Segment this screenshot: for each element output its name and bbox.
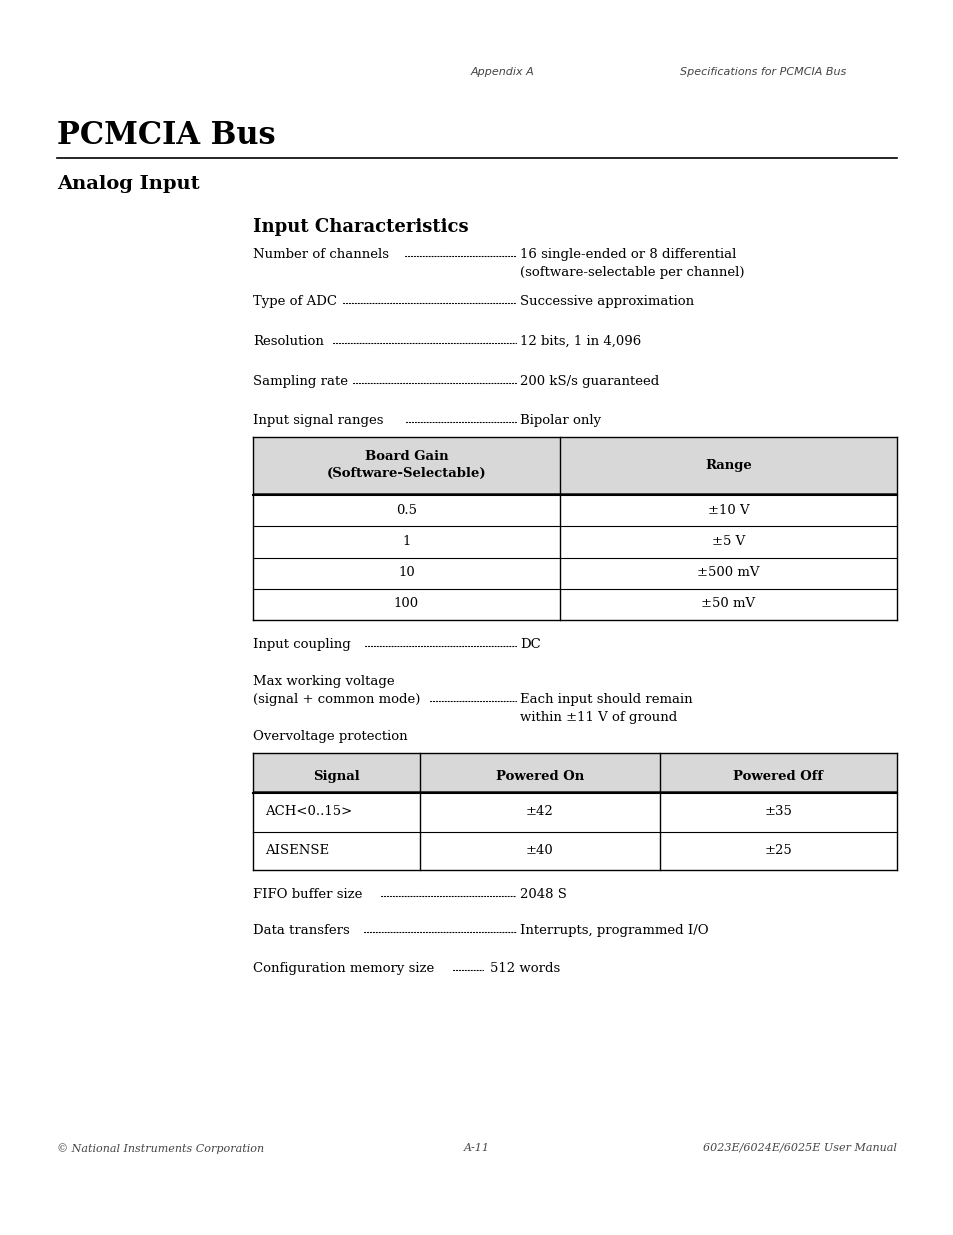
Text: ±35: ±35 [763, 805, 792, 819]
Text: Input signal ranges: Input signal ranges [253, 414, 392, 427]
Text: Specifications for PCMCIA Bus: Specifications for PCMCIA Bus [679, 67, 845, 77]
Text: Successive approximation: Successive approximation [519, 295, 694, 308]
Text: DC: DC [519, 638, 540, 651]
Text: ACH<0..15>: ACH<0..15> [265, 805, 352, 819]
Text: 10: 10 [397, 566, 415, 579]
Text: Number of channels: Number of channels [253, 248, 389, 261]
Text: Analog Input: Analog Input [57, 175, 199, 193]
Text: © National Instruments Corporation: © National Instruments Corporation [57, 1144, 264, 1153]
Text: Type of ADC: Type of ADC [253, 295, 336, 308]
Text: ±40: ±40 [525, 844, 554, 857]
Text: ±5 V: ±5 V [711, 535, 744, 548]
Text: A-11: A-11 [463, 1144, 490, 1153]
Text: Resolution: Resolution [253, 335, 323, 348]
Bar [253, 753, 896, 793]
Text: Input Characteristics: Input Characteristics [253, 219, 468, 236]
Text: FIFO buffer size: FIFO buffer size [253, 888, 362, 902]
Text: AISENSE: AISENSE [265, 844, 329, 857]
Text: 6023E/6024E/6025E User Manual: 6023E/6024E/6025E User Manual [702, 1144, 896, 1153]
Text: (software-selectable per channel): (software-selectable per channel) [519, 266, 743, 279]
Text: 0.5: 0.5 [395, 504, 416, 516]
Text: ±42: ±42 [525, 805, 554, 819]
Text: Signal: Signal [313, 769, 359, 783]
Text: 16 single-ended or 8 differential: 16 single-ended or 8 differential [519, 248, 736, 261]
Text: Configuration memory size: Configuration memory size [253, 962, 434, 974]
Text: Board Gain: Board Gain [364, 450, 448, 463]
Text: Bipolar only: Bipolar only [519, 414, 600, 427]
Text: PCMCIA Bus: PCMCIA Bus [57, 120, 275, 151]
Text: (Software-Selectable): (Software-Selectable) [326, 467, 486, 480]
Text: 512 words: 512 words [490, 962, 559, 974]
Text: Powered On: Powered On [496, 769, 583, 783]
Text: Max working voltage: Max working voltage [253, 676, 395, 688]
Text: Data transfers: Data transfers [253, 924, 350, 937]
Text: Sampling rate: Sampling rate [253, 375, 356, 388]
Text: Interrupts, programmed I/O: Interrupts, programmed I/O [519, 924, 708, 937]
Text: ±500 mV: ±500 mV [697, 566, 759, 579]
Bar [253, 437, 896, 495]
Text: within ±11 V of ground: within ±11 V of ground [519, 711, 677, 724]
Text: 12 bits, 1 in 4,096: 12 bits, 1 in 4,096 [519, 335, 640, 348]
Text: 200 kS/s guaranteed: 200 kS/s guaranteed [519, 375, 659, 388]
Text: ±50 mV: ±50 mV [700, 598, 755, 610]
Text: Powered Off: Powered Off [733, 769, 822, 783]
Text: Range: Range [704, 459, 751, 472]
Text: (signal + common mode): (signal + common mode) [253, 693, 420, 706]
Text: Each input should remain: Each input should remain [519, 693, 692, 706]
Text: 2048 S: 2048 S [519, 888, 566, 902]
Text: 1: 1 [402, 535, 410, 548]
Text: 100: 100 [394, 598, 418, 610]
Text: ±10 V: ±10 V [707, 504, 748, 516]
Text: Input coupling: Input coupling [253, 638, 351, 651]
Text: Appendix A: Appendix A [470, 67, 534, 77]
Text: Overvoltage protection: Overvoltage protection [253, 730, 407, 743]
Text: ±25: ±25 [763, 844, 792, 857]
